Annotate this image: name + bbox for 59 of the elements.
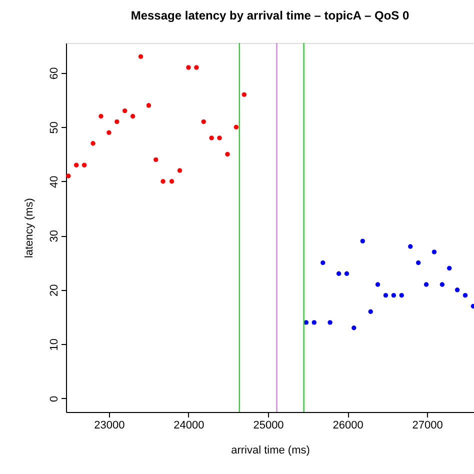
point (328, 320, 332, 325)
point (209, 136, 214, 140)
point (98, 114, 104, 119)
point (146, 103, 152, 108)
point (201, 119, 206, 124)
point (177, 168, 182, 173)
x-tick-label: 26000 (332, 420, 364, 432)
point (432, 250, 437, 254)
point (408, 244, 413, 249)
point (352, 326, 356, 330)
x-tick-label: 24000 (174, 420, 204, 432)
y-tick-label: 20 (48, 284, 60, 297)
point (186, 65, 191, 70)
point (234, 124, 239, 130)
point (375, 282, 380, 287)
y-tick-label: 60 (48, 67, 60, 80)
point (122, 108, 128, 114)
y-tick-label: 0 (48, 396, 60, 402)
point (90, 141, 96, 146)
point (138, 54, 144, 59)
point (440, 282, 445, 287)
x-tick-label: 23000 (94, 420, 125, 432)
y-axis-title: latency (ms) (24, 198, 36, 258)
point (368, 309, 373, 314)
point (154, 157, 158, 162)
point (454, 288, 460, 292)
point (304, 320, 309, 325)
point (106, 130, 112, 135)
point (66, 174, 71, 178)
point (344, 271, 350, 276)
point (320, 260, 326, 266)
chart-title: Message latency by arrival time – topicA – QoS 0 (130, 8, 410, 22)
point (312, 320, 316, 325)
x-axis-title: arrival time (ms) (231, 444, 310, 456)
point (82, 162, 87, 168)
y-tick-label: 30 (48, 230, 60, 242)
y-tick-label: 10 (48, 338, 60, 351)
point (242, 92, 246, 97)
point (416, 260, 421, 266)
point (169, 179, 174, 184)
point (462, 292, 468, 298)
point (399, 292, 404, 298)
point (447, 266, 452, 271)
point (130, 114, 136, 119)
point (160, 179, 166, 184)
x-tick-label: 25000 (253, 420, 284, 432)
point (225, 152, 230, 157)
point (114, 119, 120, 124)
point (360, 238, 365, 244)
point (74, 162, 79, 168)
point (194, 65, 199, 70)
point (383, 292, 388, 298)
x-tick-label: 27000 (412, 420, 443, 432)
point (391, 292, 396, 298)
point (424, 282, 429, 287)
y-tick-label: 40 (48, 176, 60, 188)
y-tick-label: 50 (48, 121, 60, 134)
point (336, 271, 342, 276)
point (217, 136, 222, 140)
